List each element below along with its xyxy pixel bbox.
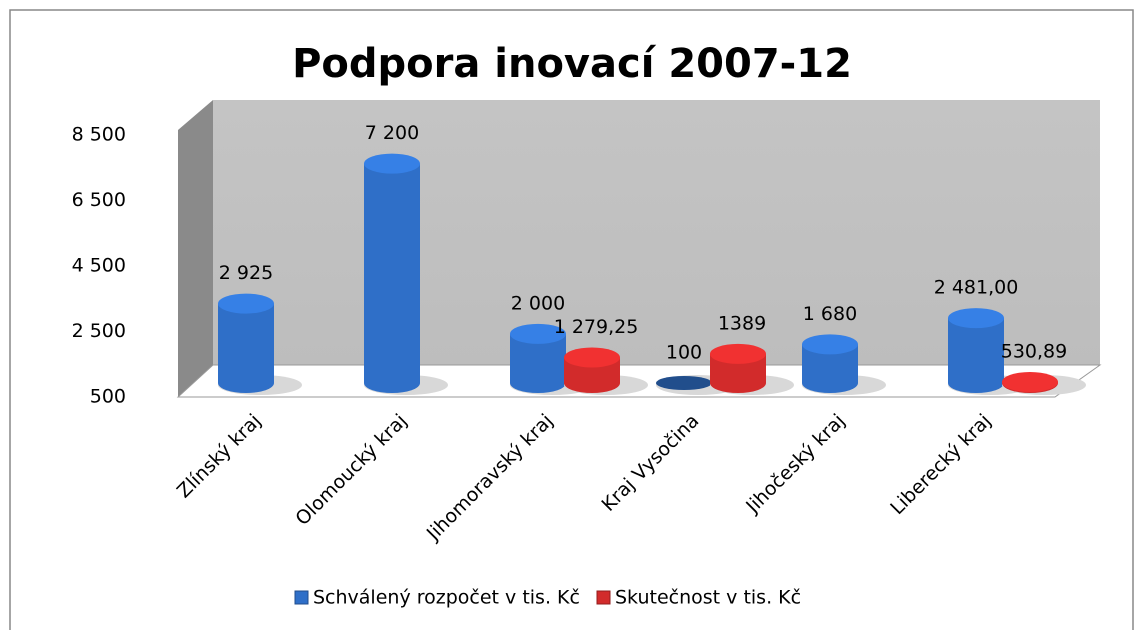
legend-swatch <box>596 590 611 605</box>
data-label: 2 000 <box>511 292 565 314</box>
y-tick-label: 8 500 <box>72 124 126 146</box>
side-wall <box>178 100 213 397</box>
bar-bottom <box>564 373 620 393</box>
bar-bottom <box>802 373 858 393</box>
back-wall <box>213 100 1100 365</box>
data-label: 7 200 <box>365 122 419 144</box>
bar-top <box>510 323 566 344</box>
bar-body <box>364 163 420 383</box>
y-tick-label: 6 500 <box>72 189 126 211</box>
bar-body <box>948 318 1004 383</box>
bar-bottom <box>364 373 420 393</box>
bar-top <box>948 308 1004 329</box>
data-label: 530,89 <box>1001 340 1067 362</box>
y-tick-label: 4 500 <box>72 255 126 277</box>
bar-bottom <box>218 373 274 393</box>
bar-top <box>1002 371 1058 392</box>
data-label: 1 680 <box>803 303 857 325</box>
data-label: 2 925 <box>219 262 273 284</box>
bar-top <box>218 293 274 314</box>
data-label: 2 481,00 <box>934 277 1019 299</box>
legend-swatch <box>294 590 309 605</box>
bar <box>710 343 794 395</box>
bar <box>364 153 448 395</box>
bar-top <box>364 153 420 174</box>
bar-bottom <box>710 373 766 393</box>
bar <box>218 293 302 395</box>
data-label: 100 <box>666 342 702 364</box>
bar-bottom <box>510 373 566 393</box>
data-label: 1389 <box>718 312 766 334</box>
bar <box>564 347 648 395</box>
data-label: 1 279,25 <box>554 316 639 338</box>
bar-top <box>564 347 620 368</box>
y-tick-label: 500 <box>90 386 126 408</box>
legend-label: Skutečnost v tis. Kč <box>615 587 801 609</box>
bar <box>1002 371 1086 395</box>
legend-label: Schválený rozpočet v tis. Kč <box>313 587 580 609</box>
bar-flat <box>656 376 712 390</box>
bar-top <box>802 334 858 355</box>
bar <box>802 334 886 395</box>
bar-bottom <box>948 373 1004 393</box>
bar-body <box>218 303 274 383</box>
chart-title: Podpora inovací 2007-12 <box>292 41 852 87</box>
y-tick-label: 2 500 <box>72 320 126 342</box>
bar-top <box>710 343 766 364</box>
